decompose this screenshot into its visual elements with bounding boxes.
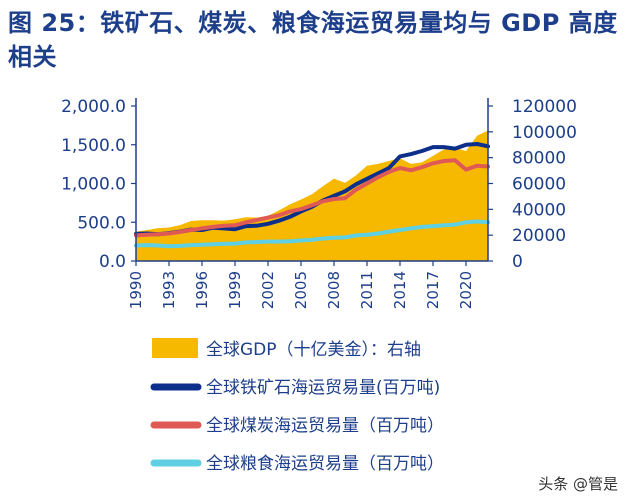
chart-canvas: 0.0 500.0 1,000.0 1,500.0 2,000.0 0 20000 40000…: [61, 97, 577, 474]
x-tick-label: 1990: [127, 271, 145, 309]
right-tick-label: 120000: [512, 97, 577, 117]
left-tick-label: 1,500.0: [61, 136, 126, 156]
left-tick-label: 500.0: [77, 213, 126, 233]
x-tick-label: 2020: [457, 271, 475, 309]
chart-title: 图 25：铁矿石、煤炭、粮食海运贸易量均与 GDP 高度相关: [8, 9, 618, 71]
legend-item-coal: 全球煤炭海运贸易量（百万吨）: [206, 416, 444, 436]
legend-swatch-gdp: [152, 338, 198, 358]
x-tick-label: 1996: [193, 271, 211, 309]
series-line-coal: [134, 158, 490, 238]
legend-item-gdp: 全球GDP（十亿美金）：右轴: [206, 340, 421, 360]
x-tick-label: 2002: [259, 271, 277, 309]
watermark: 头条 @管是: [538, 475, 618, 493]
x-tick-label: 2011: [358, 271, 376, 309]
x-tick-label: 2014: [391, 271, 409, 309]
series-line-grain: [134, 219, 490, 249]
right-tick-label: 40000: [512, 200, 566, 220]
legend-item-grain: 全球粮食海运贸易量（百万吨）: [206, 454, 444, 474]
right-tick-label: 100000: [512, 123, 577, 143]
x-tick-label: 2005: [292, 271, 310, 309]
left-tick-label: 1,000.0: [61, 175, 126, 195]
legend-item-iron-ore: 全球铁矿石海运贸易量(百万吨): [206, 378, 440, 398]
right-tick-label: 80000: [512, 149, 566, 169]
right-tick-label: 20000: [512, 226, 566, 246]
right-tick-label: 0: [512, 252, 523, 272]
x-tick-label: 2017: [424, 271, 442, 309]
x-tick-label: 1999: [226, 271, 244, 309]
left-tick-label: 2,000.0: [61, 97, 126, 117]
x-tick-label: 1993: [160, 271, 178, 309]
right-tick-label: 60000: [512, 175, 566, 195]
plot-area: 0.0 500.0 1,000.0 1,500.0 2,000.0 0 20000 40000…: [61, 97, 577, 309]
x-tick-label: 2008: [325, 271, 343, 309]
left-tick-label: 0.0: [99, 252, 126, 272]
